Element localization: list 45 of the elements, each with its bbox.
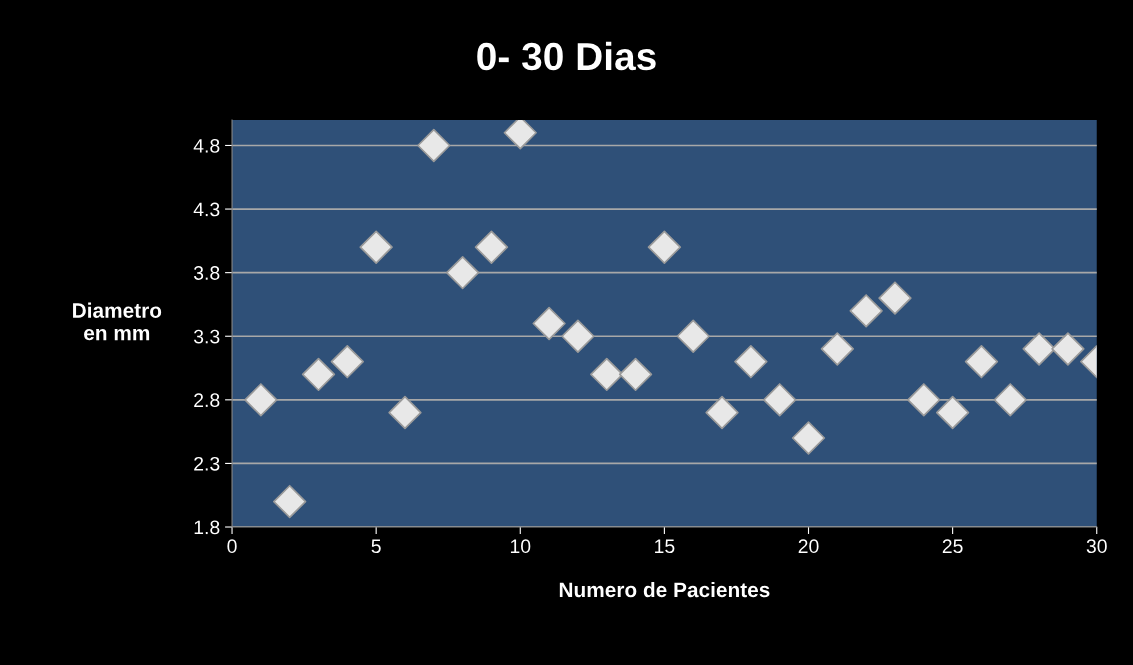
point <box>474 230 509 264</box>
point <box>561 319 595 353</box>
point <box>705 395 739 430</box>
point <box>849 294 883 328</box>
y-tick-label: 3.3 <box>193 329 220 344</box>
y-tick-label: 4.3 <box>193 202 220 217</box>
point <box>330 345 365 379</box>
y-axis-title: Diametro en mm <box>73 302 162 341</box>
y-tick-label: 4.8 <box>193 138 220 153</box>
point <box>359 230 393 264</box>
point <box>1022 332 1056 366</box>
x-tick-label: 25 <box>942 539 963 554</box>
y-tick-label: 1.8 <box>194 520 220 535</box>
point <box>445 255 480 290</box>
point <box>935 395 970 430</box>
y-tick-label: 2.3 <box>194 456 220 471</box>
point <box>763 383 797 417</box>
x-tick-label: 0 <box>227 539 237 554</box>
point <box>964 345 999 379</box>
point <box>244 383 278 417</box>
x-tick-label: 15 <box>655 539 675 554</box>
point <box>618 357 653 392</box>
x-tick-label: 5 <box>371 539 381 554</box>
point <box>791 421 826 455</box>
y-tick-label: 3.8 <box>193 266 220 280</box>
point <box>907 383 941 417</box>
point <box>388 395 422 430</box>
point <box>1051 332 1085 366</box>
chart-title: 0- 30 Dias <box>477 41 656 71</box>
point <box>532 306 566 341</box>
point <box>734 345 768 379</box>
x-tick-label: 20 <box>798 539 819 554</box>
point <box>647 230 682 264</box>
point <box>878 281 912 315</box>
x-tick-label: 10 <box>510 539 531 554</box>
x-tick-label: 30 <box>1086 539 1107 554</box>
x-axis-title: Numero de Pacientes <box>559 581 770 598</box>
point <box>273 484 307 519</box>
point <box>993 383 1027 417</box>
y-tick-label: 2.8 <box>194 393 220 408</box>
point <box>820 332 855 366</box>
point <box>417 128 451 163</box>
point <box>301 357 336 392</box>
point <box>590 357 624 392</box>
point <box>676 319 710 353</box>
